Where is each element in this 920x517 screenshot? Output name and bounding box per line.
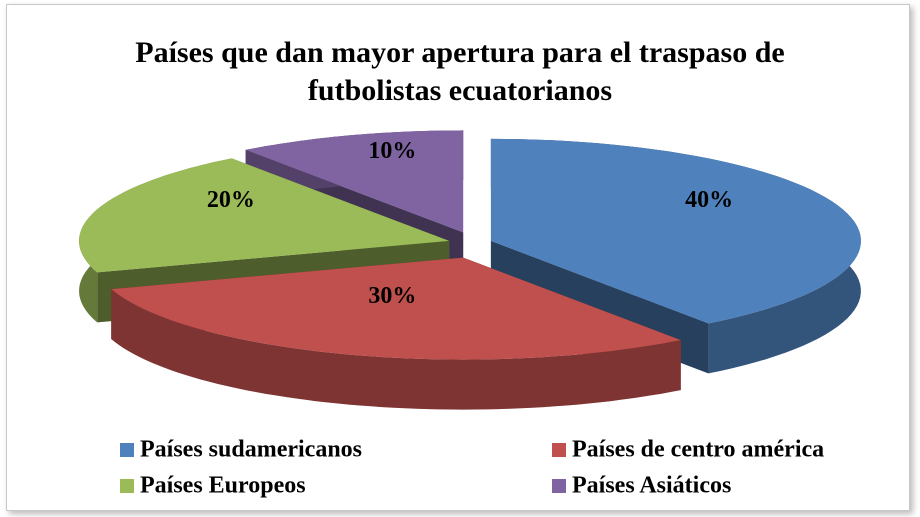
pie-slice [490, 138, 861, 324]
slice-side [111, 289, 681, 410]
legend-label: Países Europeos [140, 473, 306, 499]
pie-slice [79, 158, 450, 273]
legend-swatch [120, 443, 134, 457]
legend-swatch [120, 479, 134, 493]
data-label: 20% [207, 187, 255, 213]
legend-label: Países de centro américa [572, 437, 824, 463]
data-label: 30% [368, 283, 416, 309]
data-label: 40% [685, 187, 733, 213]
legend-swatch [552, 443, 566, 457]
legend-swatch [552, 479, 566, 493]
slice-side-shade [111, 289, 681, 410]
legend-label: Países sudamericanos [140, 437, 362, 463]
pie-slice [111, 257, 681, 360]
pie-slice [245, 130, 464, 233]
chart-title: Países que dan mayor apertura para el tr… [135, 36, 785, 107]
data-label: 10% [368, 138, 416, 164]
slice [111, 257, 681, 410]
legend-label: Países Asiáticos [572, 473, 731, 499]
